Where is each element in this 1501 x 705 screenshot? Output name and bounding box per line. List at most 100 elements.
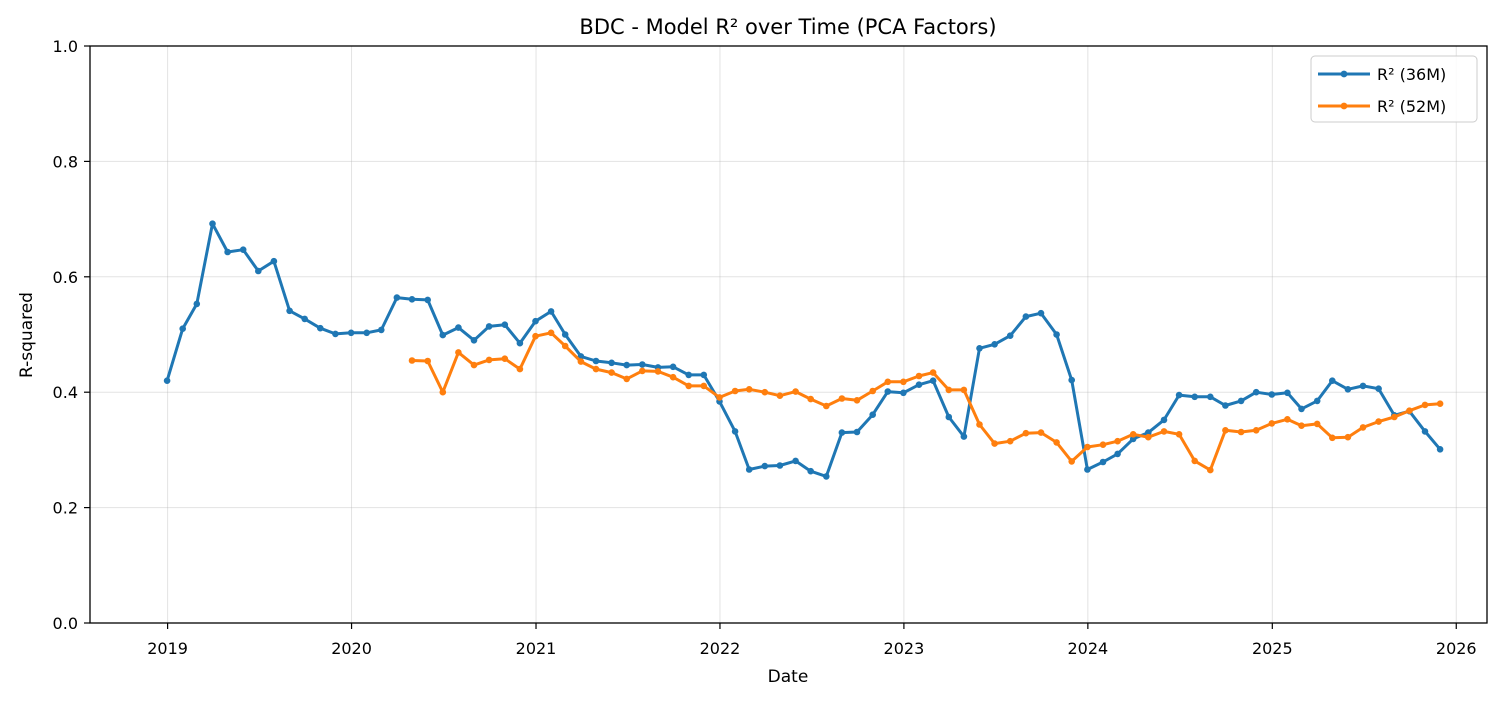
data-point — [838, 395, 846, 402]
data-point — [1099, 458, 1107, 466]
data-point — [745, 466, 753, 473]
data-point — [654, 368, 662, 375]
data-point — [485, 356, 493, 364]
data-point — [1268, 420, 1276, 427]
data-point — [1207, 393, 1214, 401]
data-point — [516, 365, 524, 373]
data-point — [1375, 418, 1382, 425]
data-point — [547, 329, 555, 337]
y-tick-label: 0.4 — [53, 383, 78, 402]
data-point — [163, 377, 171, 385]
data-point — [1175, 391, 1183, 399]
data-point — [1114, 437, 1121, 445]
data-point — [516, 339, 524, 347]
tick-layer: 2019 2020 2021 2022 2023 2024 2025 2026 0.0 0.2 0.… — [53, 37, 1477, 658]
data-point — [776, 392, 784, 400]
data-point — [532, 332, 539, 340]
data-point — [547, 308, 555, 315]
data-point — [1359, 424, 1367, 431]
data-point — [1406, 407, 1413, 415]
legend-marker-52m — [1340, 102, 1348, 110]
data-point — [1084, 466, 1091, 473]
data-point — [455, 349, 462, 356]
data-point — [823, 473, 830, 480]
data-point — [193, 300, 201, 308]
data-point — [669, 363, 677, 371]
x-tick-label: 2023 — [884, 639, 925, 658]
data-point — [761, 462, 769, 470]
data-point — [884, 388, 892, 395]
series-1 — [408, 329, 1444, 474]
data-point — [1237, 397, 1245, 405]
data-point — [1375, 385, 1382, 393]
data-point — [823, 402, 830, 410]
data-point — [439, 331, 447, 339]
data-point — [470, 337, 478, 344]
data-point — [1222, 427, 1229, 434]
data-point — [960, 386, 968, 394]
data-point — [639, 361, 646, 368]
data-point — [393, 294, 401, 301]
data-point — [424, 357, 432, 365]
data-point — [408, 357, 416, 364]
data-point — [1191, 393, 1198, 401]
data-point — [532, 317, 539, 325]
data-point — [286, 307, 293, 315]
data-point — [1284, 416, 1291, 423]
data-point — [317, 324, 324, 332]
data-point — [929, 369, 937, 376]
data-point — [1022, 429, 1030, 437]
data-point — [1053, 439, 1060, 446]
data-point — [945, 413, 953, 421]
data-point — [1037, 429, 1045, 436]
data-point — [1006, 332, 1014, 340]
data-point — [731, 387, 739, 395]
data-point — [561, 331, 569, 338]
data-point — [1359, 382, 1367, 390]
data-point — [1084, 443, 1091, 451]
data-point — [1160, 428, 1168, 435]
legend: R² (36M) R² (52M) — [1310, 55, 1478, 123]
data-point — [869, 411, 876, 419]
data-point — [1344, 433, 1352, 441]
data-point — [561, 342, 569, 350]
data-point — [991, 341, 998, 348]
data-point — [209, 220, 216, 227]
data-point — [1160, 416, 1168, 424]
y-tick-label: 0.2 — [53, 499, 78, 518]
series-layer — [163, 220, 1444, 480]
data-point — [1436, 400, 1444, 408]
plot-frame — [89, 45, 1488, 624]
data-point — [592, 365, 600, 373]
data-point — [700, 382, 708, 390]
data-point — [1145, 433, 1152, 441]
data-point — [1037, 309, 1045, 317]
y-axis-label: R-squared — [17, 292, 37, 378]
data-point — [455, 324, 462, 331]
data-point — [1129, 431, 1137, 438]
data-point — [239, 246, 247, 253]
data-point — [853, 397, 861, 404]
data-point — [1391, 413, 1398, 421]
data-point — [1252, 427, 1260, 434]
data-point — [1329, 377, 1336, 385]
legend-label-52m: R² (52M) — [1377, 97, 1446, 116]
data-point — [1006, 437, 1014, 445]
data-point — [1068, 376, 1075, 384]
data-point — [731, 428, 739, 435]
x-tick-label: 2022 — [700, 639, 741, 658]
x-tick-label: 2019 — [147, 639, 188, 658]
data-point — [900, 378, 907, 386]
data-point — [685, 382, 692, 390]
data-point — [1268, 391, 1276, 398]
data-point — [976, 421, 983, 428]
data-point — [439, 388, 447, 396]
data-point — [853, 428, 861, 436]
data-point — [761, 388, 769, 396]
data-point — [592, 357, 600, 365]
chart-title: BDC - Model R² over Time (PCA Factors) — [579, 15, 996, 39]
data-point — [1207, 466, 1214, 474]
data-point — [838, 429, 846, 436]
